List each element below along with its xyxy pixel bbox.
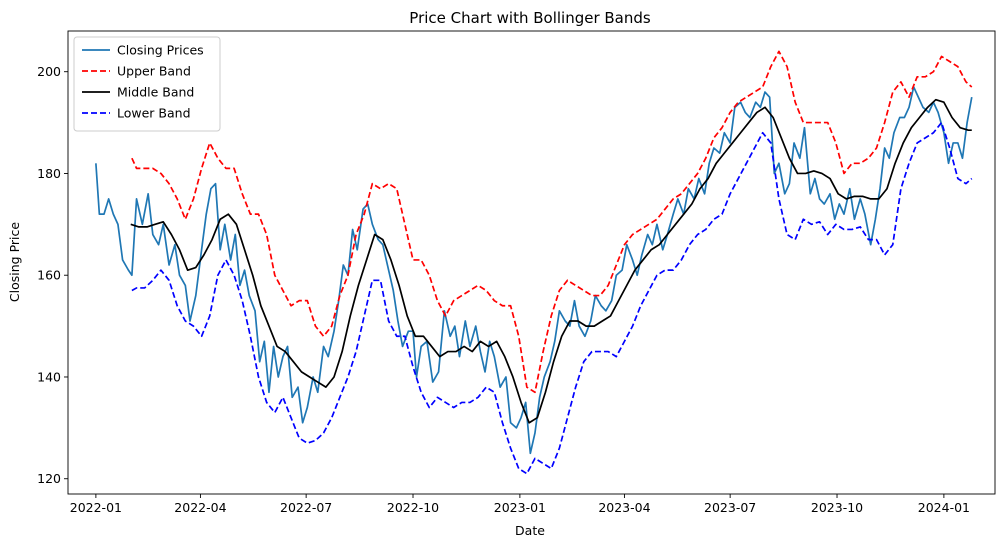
legend: Closing Prices Upper Band Middle Band Lower… (73, 36, 221, 132)
y-tick-label: 140 (37, 369, 61, 384)
chart-title: Price Chart with Bollinger Bands (409, 9, 651, 27)
x-tick-label: 2023-04 (598, 500, 650, 515)
x-tick-label: 2023-10 (811, 500, 863, 515)
series-line-middle-band (130, 98, 972, 424)
legend-label-middle-band: Middle Band (117, 85, 194, 100)
y-tick-label: 160 (37, 268, 61, 283)
y-tick-label: 180 (37, 166, 61, 181)
x-tick-label: 2023-07 (704, 500, 756, 515)
legend-label-lower-band: Lower Band (117, 106, 191, 121)
x-axis-label: Date (515, 523, 545, 538)
legend-box (73, 36, 221, 132)
x-tick-label: 2024-01 (918, 500, 970, 515)
x-tick-label: 2022-01 (70, 500, 122, 515)
series-group (95, 50, 973, 475)
plot-frame (67, 30, 996, 495)
x-tick-label: 2022-07 (280, 500, 332, 515)
y-tick-label: 120 (37, 471, 61, 486)
x-tick-label: 2022-10 (387, 500, 439, 515)
x-tick-label: 2022-04 (174, 500, 226, 515)
legend-label-upper-band: Upper Band (117, 64, 191, 79)
legend-label-closing-prices: Closing Prices (117, 43, 204, 58)
series-line-lower-band (131, 121, 973, 475)
x-tick-label: 2023-01 (494, 500, 546, 515)
y-tick-label: 200 (37, 64, 61, 79)
series-line-upper-band (131, 50, 973, 394)
x-axis: 2022-01 2022-04 2022-07 2022-10 2023-01 2023-… (70, 494, 970, 515)
y-axis-label: Closing Price (7, 222, 22, 302)
series-line-closing-prices (95, 86, 973, 455)
y-axis: 120 140 160 180 200 (37, 64, 68, 486)
